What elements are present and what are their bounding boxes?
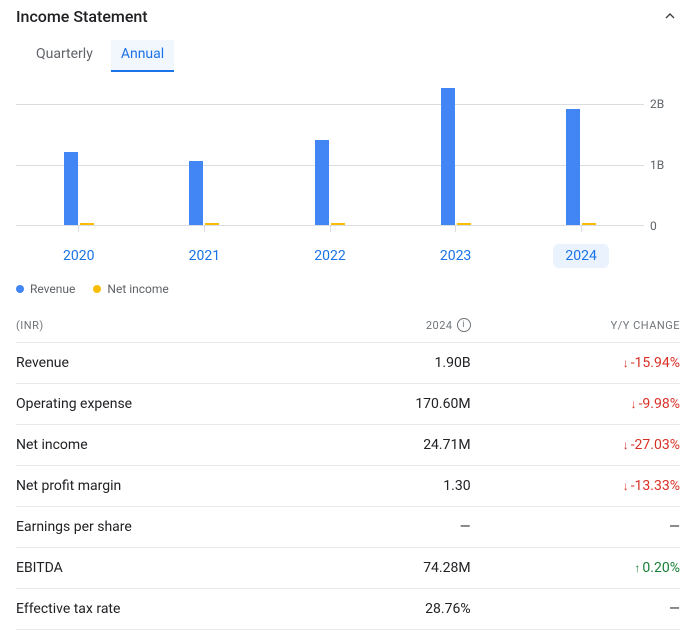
bar-net-income[interactable] bbox=[205, 223, 219, 225]
info-icon[interactable]: i bbox=[457, 318, 471, 332]
tab-quarterly[interactable]: Quarterly bbox=[26, 40, 103, 72]
card-header: Income Statement bbox=[16, 0, 680, 36]
metric-value: 74.28M bbox=[281, 560, 490, 576]
metric-change: — bbox=[491, 601, 680, 617]
metric-change: ↓-15.94% bbox=[491, 355, 680, 371]
legend-item: Revenue bbox=[16, 282, 75, 296]
metric-value: 28.76% bbox=[281, 601, 490, 617]
metric-label: EBITDA bbox=[16, 560, 281, 576]
metric-change: ↑0.20% bbox=[491, 560, 680, 576]
metric-change: — bbox=[491, 519, 680, 535]
metric-label: Effective tax rate bbox=[16, 601, 281, 617]
metric-value: 170.60M bbox=[281, 396, 490, 412]
metric-label: Revenue bbox=[16, 355, 281, 371]
metric-value: 1.30 bbox=[281, 478, 490, 494]
legend-dot-icon bbox=[16, 285, 24, 293]
metric-label: Net profit margin bbox=[16, 478, 281, 494]
chart-legend: Revenue Net income bbox=[16, 268, 680, 308]
year-selector-2020[interactable]: 2020 bbox=[51, 244, 106, 268]
currency-label: (INR) bbox=[16, 319, 281, 332]
ytick-label: 2B bbox=[650, 97, 664, 111]
metric-label: Earnings per share bbox=[16, 519, 281, 535]
chart-xaxis: 2020 2021 2022 2023 2024 bbox=[16, 244, 680, 268]
table-row: Net profit margin1.30↓-13.33% bbox=[16, 466, 680, 507]
ytick-label: 1B bbox=[650, 158, 664, 172]
metric-value: — bbox=[281, 519, 490, 535]
legend-dot-icon bbox=[93, 285, 101, 293]
year-selector-2022[interactable]: 2022 bbox=[302, 244, 357, 268]
metric-change: ↓-27.03% bbox=[491, 437, 680, 453]
bar-group bbox=[315, 140, 345, 225]
bar-revenue[interactable] bbox=[64, 152, 78, 225]
xtick-mark bbox=[455, 226, 456, 232]
bar-revenue[interactable] bbox=[189, 161, 203, 225]
bar-group bbox=[441, 88, 471, 225]
period-tabs: QuarterlyAnnual bbox=[16, 36, 680, 86]
income-bar-chart: 2B 1B 0 bbox=[16, 86, 680, 234]
value-column-header: 2024 i bbox=[281, 318, 490, 332]
bar-net-income[interactable] bbox=[80, 223, 94, 225]
table-row: Operating expense170.60M↓-9.98% bbox=[16, 384, 680, 425]
bar-net-income[interactable] bbox=[457, 223, 471, 225]
table-body: Revenue1.90B↓-15.94%Operating expense170… bbox=[16, 343, 680, 630]
year-selector-2023[interactable]: 2023 bbox=[428, 244, 483, 268]
year-selector-2021[interactable]: 2021 bbox=[177, 244, 232, 268]
xtick-mark bbox=[581, 226, 582, 232]
change-column-header: Y/Y CHANGE bbox=[491, 319, 680, 332]
income-statement-card: Income Statement QuarterlyAnnual 2B 1B 0 2… bbox=[0, 0, 696, 638]
ytick-label: 0 bbox=[650, 219, 657, 233]
chart-plot bbox=[16, 86, 644, 226]
gridline bbox=[16, 104, 644, 105]
metric-change: ↓-9.98% bbox=[491, 396, 680, 412]
xtick-mark bbox=[204, 226, 205, 232]
table-row: EBITDA74.28M↑0.20% bbox=[16, 548, 680, 589]
year-selector-2024[interactable]: 2024 bbox=[553, 244, 608, 268]
tab-annual[interactable]: Annual bbox=[111, 40, 174, 72]
bar-revenue[interactable] bbox=[566, 109, 580, 225]
bar-group bbox=[566, 109, 596, 225]
chart-yaxis: 2B1B0 bbox=[644, 86, 680, 226]
bar-net-income[interactable] bbox=[582, 223, 596, 225]
metric-label: Operating expense bbox=[16, 396, 281, 412]
table-row: Effective tax rate28.76%— bbox=[16, 589, 680, 630]
bar-group bbox=[64, 152, 94, 225]
bar-net-income[interactable] bbox=[331, 223, 345, 225]
metric-label: Net income bbox=[16, 437, 281, 453]
table-row: Revenue1.90B↓-15.94% bbox=[16, 343, 680, 384]
bar-revenue[interactable] bbox=[441, 88, 455, 225]
table-header: (INR) 2024 i Y/Y CHANGE bbox=[16, 308, 680, 343]
bar-revenue[interactable] bbox=[315, 140, 329, 225]
xtick-mark bbox=[330, 226, 331, 232]
collapse-icon[interactable] bbox=[660, 6, 680, 26]
table-row: Earnings per share—— bbox=[16, 507, 680, 548]
metric-value: 24.71M bbox=[281, 437, 490, 453]
table-row: Net income24.71M↓-27.03% bbox=[16, 425, 680, 466]
legend-label: Net income bbox=[107, 282, 168, 296]
bar-group bbox=[189, 161, 219, 225]
legend-label: Revenue bbox=[30, 282, 75, 296]
metric-change: ↓-13.33% bbox=[491, 478, 680, 494]
xtick-mark bbox=[78, 226, 79, 232]
card-title: Income Statement bbox=[16, 7, 148, 26]
metric-value: 1.90B bbox=[281, 355, 490, 371]
legend-item: Net income bbox=[93, 282, 168, 296]
